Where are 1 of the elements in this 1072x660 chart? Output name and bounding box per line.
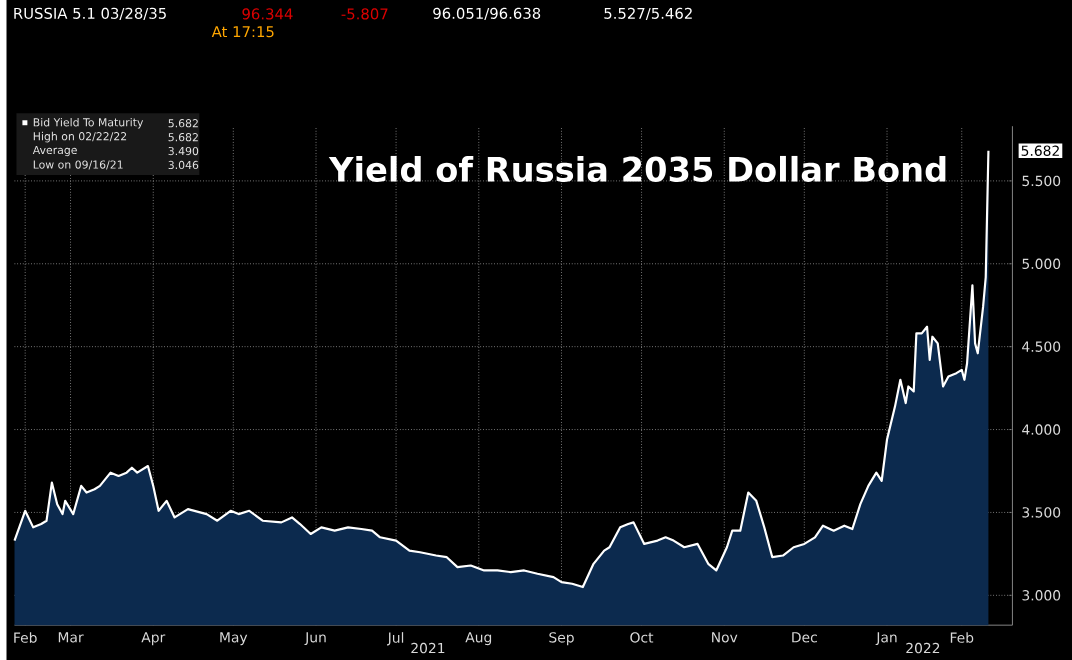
- text: Yield of Russia 2035 Dollar Bond: [328, 155, 946, 182]
